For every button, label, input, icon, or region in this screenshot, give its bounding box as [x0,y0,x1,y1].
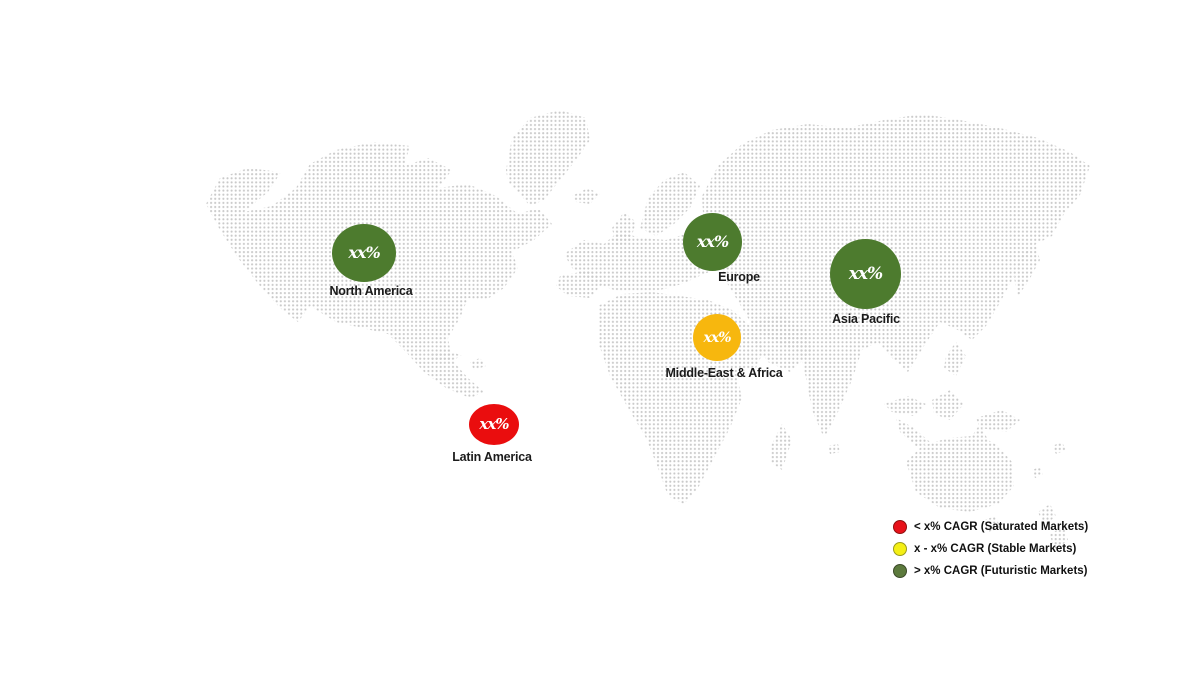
region-scandinavia [640,172,700,236]
region-iberia [556,270,604,298]
island-new-guinea [976,410,1020,432]
region-value-latin-america: xx% [479,415,509,433]
region-bubble-latin-america: xx% [469,404,519,445]
region-bubble-north-america: xx% [332,224,396,282]
region-bubble-middle-east-africa: xx% [693,314,741,361]
stable-markets-dot-icon [893,542,907,556]
region-label-north-america: North America [329,284,413,298]
islands-new-zealand [1038,504,1068,552]
region-label-latin-america: Latin America [452,450,532,464]
island-tasmania [984,516,1000,532]
continent-australia [906,424,1014,512]
island-sri-lanka [828,444,840,454]
islands-indonesia [884,390,964,448]
island-iceland [572,188,600,204]
island-japan [1014,246,1040,296]
legend-row-saturated: < x% CAGR (Saturated Markets) [893,520,1088,534]
region-label-asia-pacific: Asia Pacific [832,312,900,326]
region-bubble-europe: xx% [683,213,742,271]
futuristic-markets-dot-icon [893,564,907,578]
islands-pacific [1032,442,1066,478]
islands-caribbean [430,350,486,370]
region-value-north-america: xx% [348,243,380,262]
region-value-asia-pacific: xx% [848,263,883,284]
island-greenland [506,110,590,206]
legend-row-futuristic: > x% CAGR (Futuristic Markets) [893,564,1088,578]
region-value-middle-east-africa: xx% [703,329,732,346]
island-philippines [944,342,966,376]
region-label-europe: Europe [718,270,760,284]
region-label-middle-east-africa: Middle-East & Africa [665,366,783,380]
region-bubble-asia-pacific: xx% [830,239,901,309]
saturated-markets-dot-icon [893,520,907,534]
legend-label-futuristic: > x% CAGR (Futuristic Markets) [914,565,1088,577]
cagr-legend: < x% CAGR (Saturated Markets) x - x% CAG… [893,520,1088,586]
continent-africa [598,292,764,504]
region-value-europe: xx% [696,232,729,251]
legend-label-saturated: < x% CAGR (Saturated Markets) [914,521,1089,533]
legend-label-stable: x - x% CAGR (Stable Markets) [914,543,1077,555]
island-madagascar [770,424,792,470]
legend-row-stable: x - x% CAGR (Stable Markets) [893,542,1088,556]
